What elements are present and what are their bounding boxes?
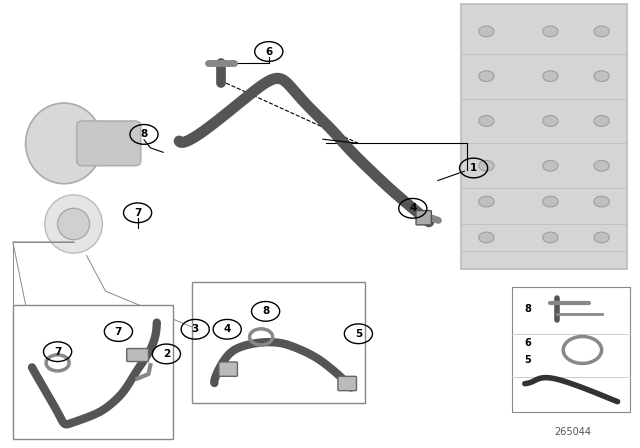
Text: 7: 7 — [54, 347, 61, 357]
Text: 7: 7 — [134, 208, 141, 218]
Circle shape — [479, 26, 494, 37]
Circle shape — [543, 71, 558, 82]
Circle shape — [543, 196, 558, 207]
Text: 4: 4 — [223, 324, 231, 334]
Text: 3: 3 — [191, 324, 199, 334]
Circle shape — [479, 196, 494, 207]
Circle shape — [479, 116, 494, 126]
Circle shape — [594, 160, 609, 171]
Text: 4: 4 — [409, 203, 417, 213]
Text: 6: 6 — [265, 47, 273, 56]
Circle shape — [594, 26, 609, 37]
Circle shape — [479, 71, 494, 82]
Text: 7: 7 — [115, 327, 122, 336]
FancyBboxPatch shape — [512, 287, 630, 412]
Circle shape — [594, 196, 609, 207]
Ellipse shape — [45, 195, 102, 253]
Polygon shape — [461, 4, 627, 269]
Circle shape — [479, 232, 494, 243]
Text: 8: 8 — [262, 306, 269, 316]
Text: 6: 6 — [525, 338, 531, 348]
Circle shape — [543, 160, 558, 171]
Text: 265044: 265044 — [554, 427, 591, 437]
Ellipse shape — [26, 103, 102, 184]
Text: 2: 2 — [163, 349, 170, 359]
FancyBboxPatch shape — [338, 376, 356, 391]
Text: 5: 5 — [355, 329, 362, 339]
Ellipse shape — [58, 208, 90, 240]
Text: 5: 5 — [525, 355, 531, 365]
Text: 8: 8 — [140, 129, 148, 139]
FancyBboxPatch shape — [127, 349, 148, 362]
Circle shape — [594, 71, 609, 82]
Circle shape — [543, 26, 558, 37]
Circle shape — [543, 116, 558, 126]
FancyBboxPatch shape — [219, 362, 237, 376]
Circle shape — [479, 160, 494, 171]
FancyBboxPatch shape — [192, 282, 365, 403]
FancyBboxPatch shape — [13, 305, 173, 439]
Text: 8: 8 — [525, 304, 531, 314]
Circle shape — [594, 232, 609, 243]
Text: 1: 1 — [470, 163, 477, 173]
Circle shape — [594, 116, 609, 126]
FancyBboxPatch shape — [77, 121, 141, 166]
FancyBboxPatch shape — [416, 211, 431, 225]
Circle shape — [543, 232, 558, 243]
